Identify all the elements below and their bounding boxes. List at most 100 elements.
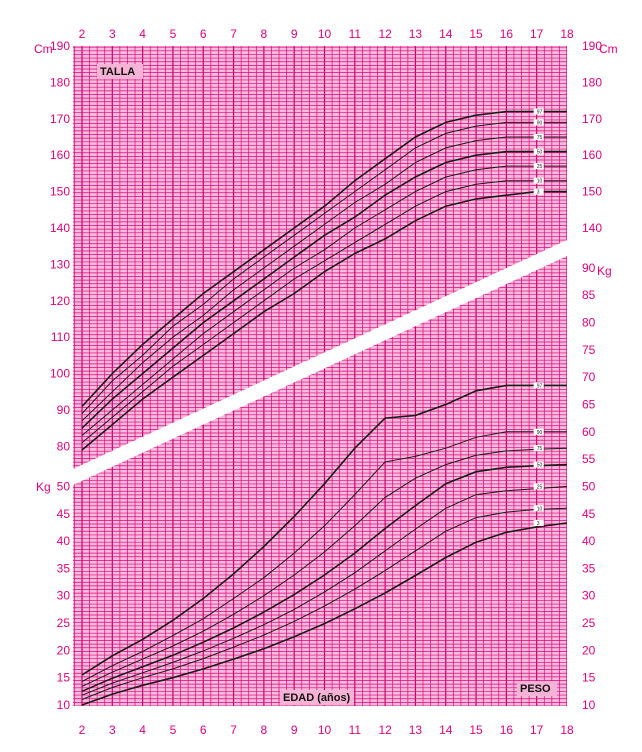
age-tick-top: 4 [139,27,146,41]
axis-ticks: 2233445566778899101011111212131314141515… [50,27,602,737]
weight-tick-right: 65 [582,397,596,411]
height-title-bg [97,64,143,79]
percentile-label-90: 90 [537,120,543,126]
height-tick-right: 140 [582,221,602,235]
age-tick-bottom: 4 [139,723,146,737]
age-tick-top: 5 [170,27,177,41]
height-tick-left: 110 [51,330,70,344]
percentile-label-25: 25 [537,484,543,490]
height-tick-left: 140 [50,221,70,235]
percentile-curve-50 [81,150,567,429]
percentile-curve-10 [81,507,567,700]
age-tick-top: 6 [200,27,207,41]
percentile-curve-25 [81,485,567,696]
age-tick-bottom: 8 [261,723,268,737]
age-tick-top: 14 [439,27,453,41]
percentile-curve-10 [81,180,567,444]
percentile-label-bg [533,119,544,126]
percentile-curve-90 [81,431,567,682]
age-tick-bottom: 14 [439,723,453,737]
percentile-label-bg [533,428,544,435]
percentile-curve-75 [81,447,567,687]
weight-tick-left: 10 [57,698,71,712]
percentile-label-3: 3 [537,190,540,196]
age-tick-top: 15 [469,27,483,41]
weight-tick-right: 40 [582,534,596,548]
percentile-label-10: 10 [537,179,543,185]
weight-title-bg [517,681,557,696]
height-tick-left: 100 [50,367,70,381]
percentile-curve-90 [81,121,567,414]
height-tick-right: 150 [582,185,602,199]
weight-tick-left: 50 [57,479,71,493]
percentile-label-bg [533,188,544,195]
weight-tick-right: 35 [582,561,596,575]
height-tick-left: 160 [50,148,70,162]
weight-tick-left: 20 [57,643,71,657]
height-unit-left: Cm [34,42,53,56]
percentile-label-bg [533,163,544,170]
age-tick-bottom: 10 [318,723,332,737]
height-tick-left: 180 [50,75,70,89]
age-tick-bottom: 9 [291,723,298,737]
percentile-label-bg [533,148,544,155]
percentile-label-75: 75 [537,135,543,141]
age-tick-bottom: 5 [170,723,177,737]
percentile-curve-75 [81,136,567,422]
percentile-curve-25 [81,165,567,436]
percentile-label-bg [533,108,544,115]
weight-unit-right: Kg [597,264,612,278]
age-tick-top: 3 [109,27,116,41]
weight-tick-right: 60 [582,425,596,439]
percentile-label-bg [533,445,544,452]
percentile-label-25: 25 [537,164,543,170]
weight-tick-right: 85 [582,288,596,302]
weight-tick-left: 40 [57,534,71,548]
age-tick-bottom: 17 [530,723,544,737]
height-tick-left: 190 [50,39,70,53]
weight-tick-left: 30 [57,589,71,603]
percentile-label-50: 50 [537,150,543,156]
weight-tick-left: 35 [57,561,71,575]
percentile-label-bg [533,177,544,184]
age-tick-top: 18 [560,27,574,41]
percentile-curve-50 [81,463,567,693]
age-tick-top: 7 [230,27,237,41]
age-tick-top: 8 [261,27,268,41]
age-tick-top: 17 [530,27,544,41]
weight-tick-right: 75 [582,343,596,357]
weight-tick-right: 45 [582,507,596,521]
weight-tick-right: 15 [582,671,596,685]
weight-tick-right: 55 [582,452,596,466]
height-tick-right: 180 [582,75,602,89]
age-tick-bottom: 2 [79,723,86,737]
percentile-label-75: 75 [537,446,543,452]
age-tick-top: 16 [500,27,514,41]
age-tick-bottom: 13 [409,723,423,737]
age-tick-top: 10 [318,27,332,41]
percentile-label-bg [533,461,544,468]
weight-tick-right: 70 [582,370,596,384]
height-unit-right: Cm [599,42,618,56]
weight-tick-left: 45 [57,507,71,521]
height-tick-left: 80 [57,439,71,453]
percentile-label-bg [533,382,544,389]
height-percentile-curves: 97 90 75 50 25 10 3 [81,108,567,451]
height-tick-left: 150 [50,185,70,199]
weight-tick-right: 30 [582,589,596,603]
percentile-curve-3 [81,522,567,706]
age-tick-bottom: 12 [378,723,392,737]
percentile-curve-3 [81,190,567,451]
weight-unit-left: Kg [36,480,51,494]
percentile-curve-97 [81,384,567,676]
height-tick-left: 130 [50,257,70,271]
height-tick-left: 90 [57,403,71,417]
age-tick-bottom: 7 [230,723,237,737]
weight-percentile-curves: 97 90 75 50 25 10 3 [81,382,567,706]
age-tick-top: 12 [378,27,392,41]
weight-tick-right: 10 [582,698,596,712]
age-tick-bottom: 15 [469,723,483,737]
percentile-label-97: 97 [537,383,543,389]
height-tick-right: 160 [582,148,602,162]
